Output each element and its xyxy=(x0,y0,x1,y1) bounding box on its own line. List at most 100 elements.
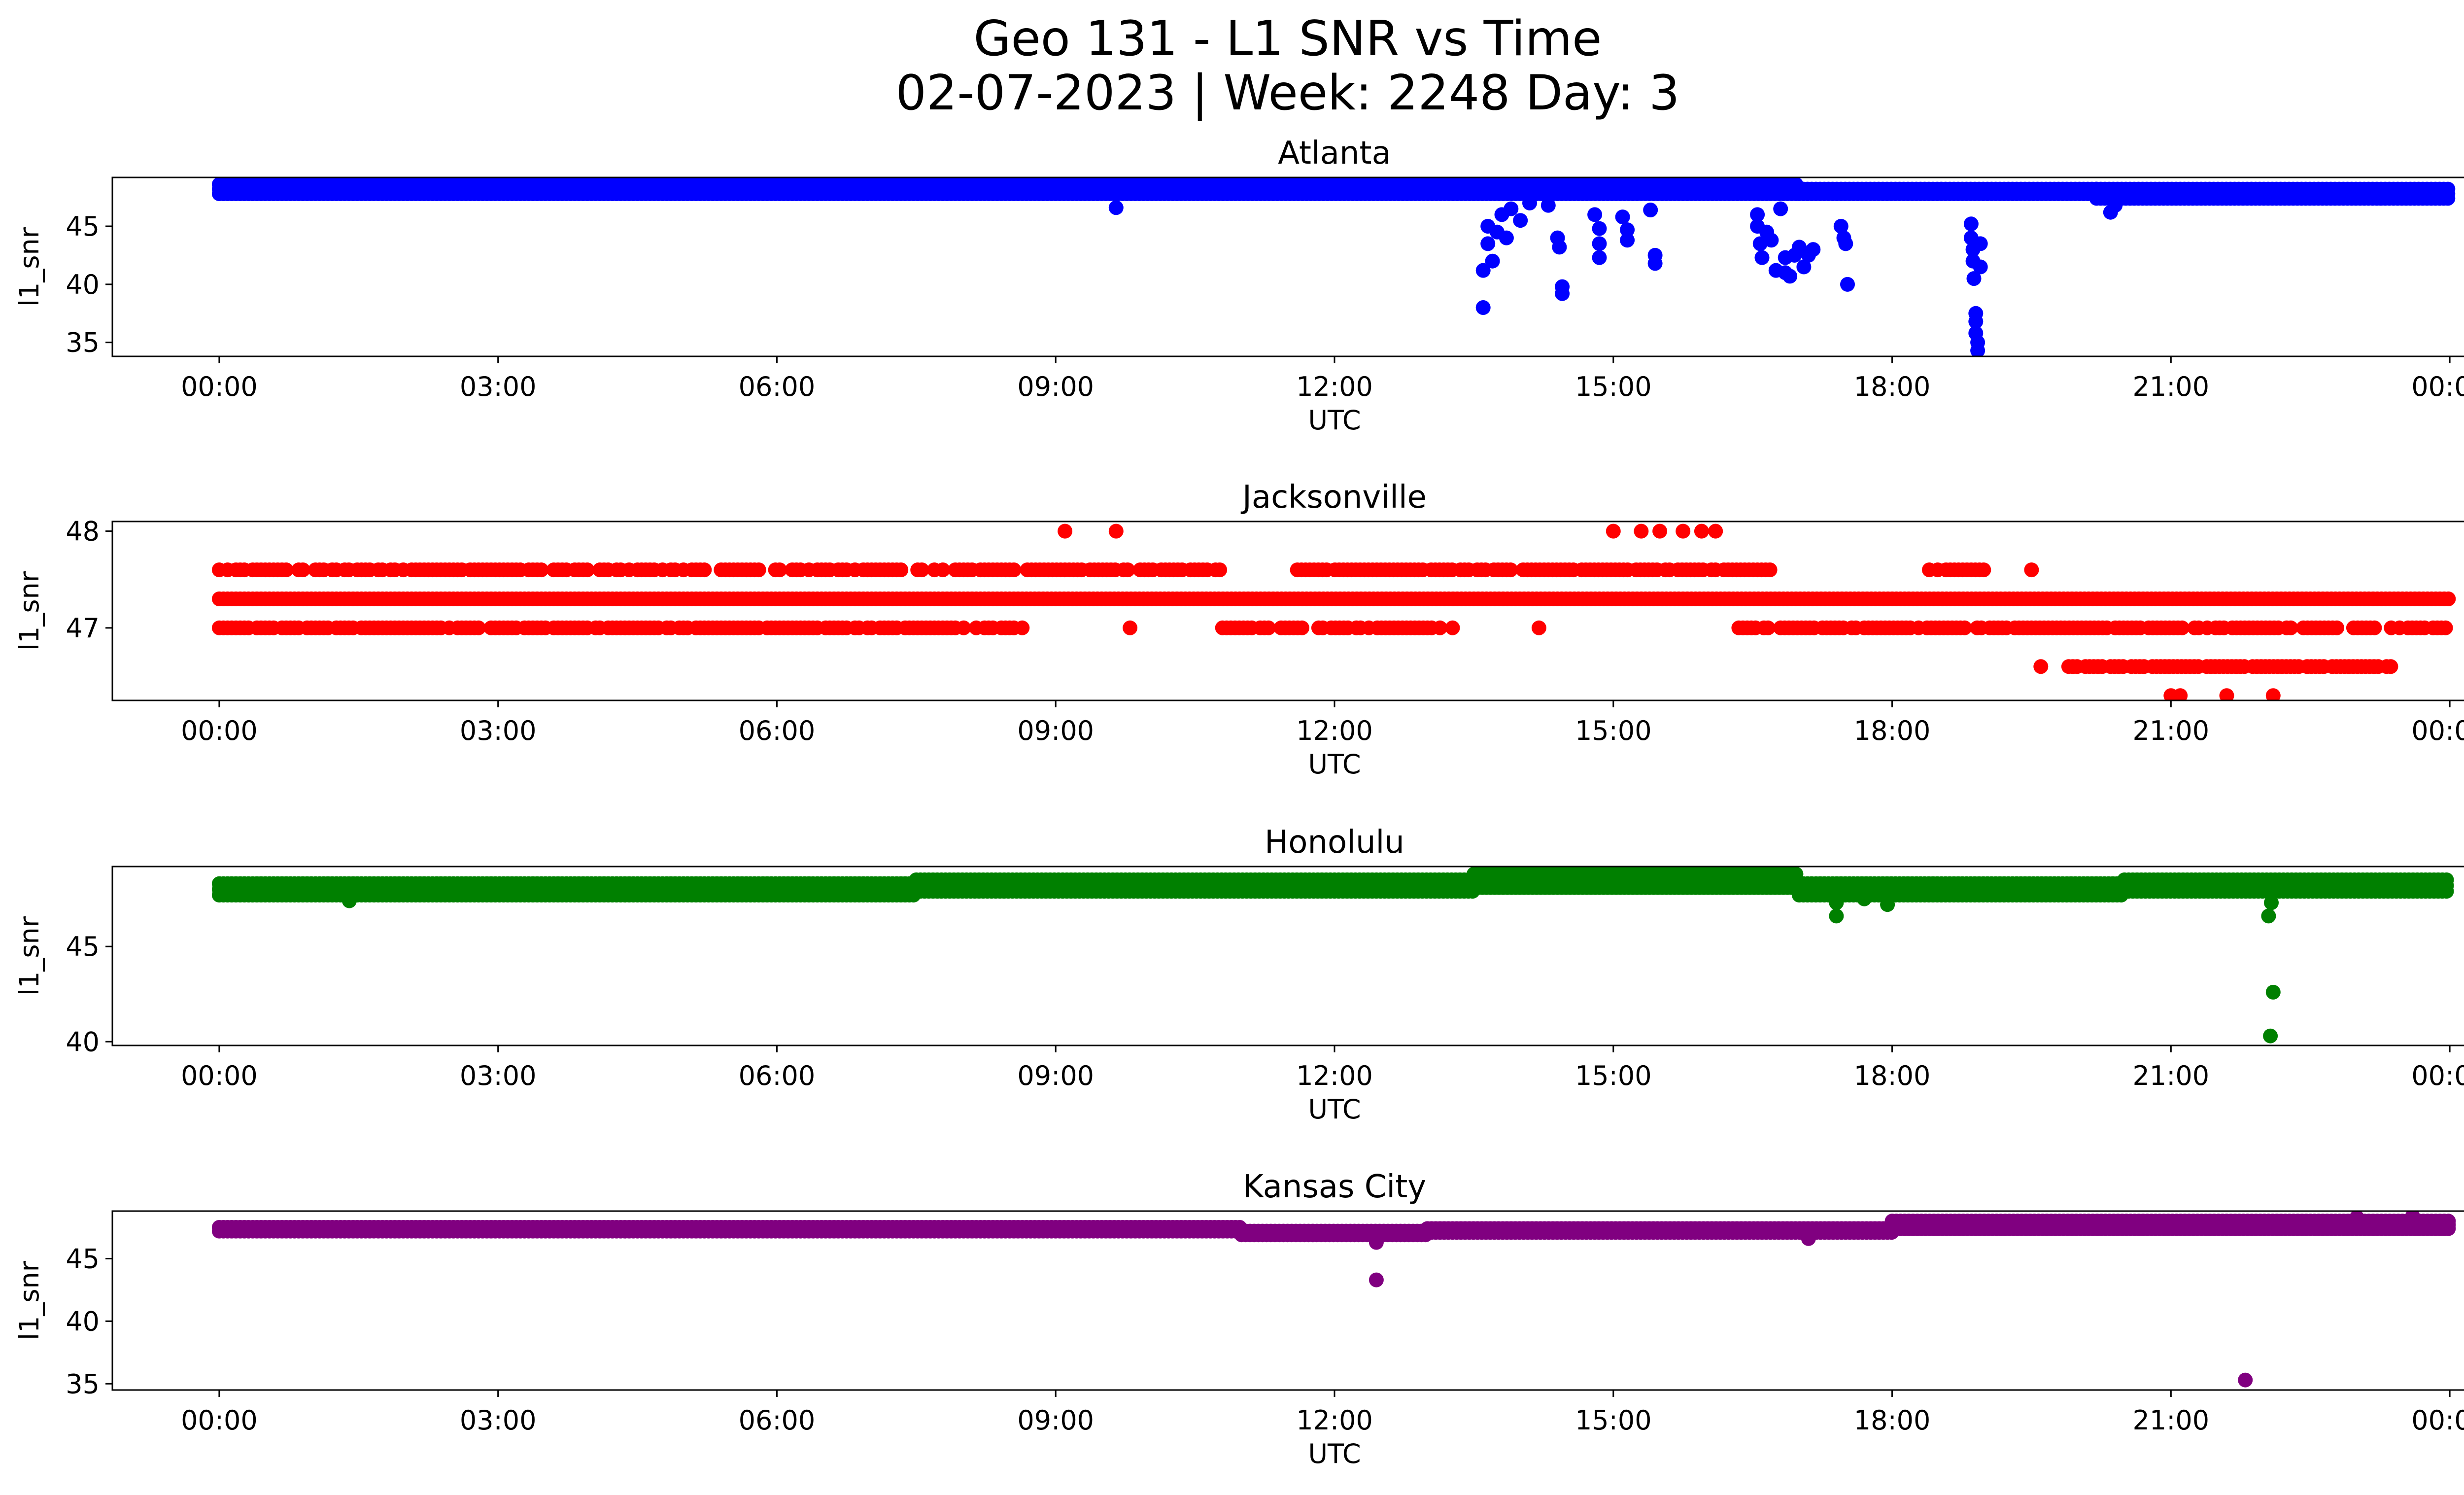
data-point xyxy=(1445,620,1460,635)
y-tick-label: 35 xyxy=(66,327,100,358)
outlier-point xyxy=(1880,897,1895,912)
y-tick-label: 40 xyxy=(66,1026,100,1057)
outlier-point xyxy=(1475,263,1491,278)
outlier-point xyxy=(2108,198,2123,213)
outlier-point xyxy=(1540,198,1556,213)
outlier-point xyxy=(1754,250,1770,265)
outlier-point xyxy=(1694,523,1709,539)
data-point xyxy=(697,562,712,578)
data-point xyxy=(956,620,971,635)
subplot-title: Kansas City xyxy=(1243,1169,1426,1205)
outlier-point xyxy=(1552,240,1567,255)
data-point xyxy=(2438,620,2453,635)
x-tick-label: 21:00 xyxy=(2133,715,2210,746)
data-point xyxy=(2329,620,2344,635)
subplot-title: Atlanta xyxy=(1278,135,1391,172)
outlier-point xyxy=(1973,259,1988,275)
outlier-point xyxy=(1966,271,1982,286)
outlier-point xyxy=(2219,688,2234,700)
data-point xyxy=(2283,620,2298,635)
data-point xyxy=(893,562,909,578)
x-tick-label: 09:00 xyxy=(1017,715,1094,746)
outlier-point xyxy=(342,893,357,908)
scatter-points xyxy=(211,177,2456,356)
data-point xyxy=(914,562,929,578)
suptitle-line2: 02-07-2023 | Week: 2248 Day: 3 xyxy=(896,65,1680,121)
outlier-point xyxy=(1587,207,1603,222)
outlier-point xyxy=(1973,236,1988,251)
data-point xyxy=(1212,562,1228,578)
data-point xyxy=(1006,562,1022,578)
outlier-point xyxy=(1806,242,1821,257)
outlier-point xyxy=(1108,523,1124,539)
outlier-point xyxy=(1829,908,1844,924)
outlier-point xyxy=(1833,219,1848,234)
data-point xyxy=(2440,181,2456,197)
x-tick-label: 00:00 xyxy=(181,1060,258,1091)
subplots-container: Atlanta 00:00 03:00 06:00 09:00 12:00 15:00 18:… xyxy=(14,135,2464,1469)
outlier-point xyxy=(2265,688,2281,700)
outlier-point xyxy=(1773,201,1788,216)
outlier-point xyxy=(1634,523,1649,539)
x-tick-label: 21:00 xyxy=(2133,371,2210,402)
outlier-point xyxy=(2265,984,2281,1000)
data-point xyxy=(1503,562,1518,578)
x-tick-label: 00:00 xyxy=(181,715,258,746)
outlier-point xyxy=(1555,279,1570,294)
x-axis-label: UTC xyxy=(1308,405,1361,436)
data-point xyxy=(2367,620,2382,635)
outlier-point xyxy=(1592,221,1607,236)
outlier-point xyxy=(1840,277,1855,292)
data-point xyxy=(1433,620,1448,635)
y-tick-label: 45 xyxy=(66,931,100,962)
y-tick-label: 48 xyxy=(66,516,100,547)
data-point xyxy=(1261,620,1276,635)
data-point xyxy=(2441,591,2456,606)
x-tick-label: 03:00 xyxy=(460,715,537,746)
x-tick-label: 09:00 xyxy=(1017,1060,1094,1091)
outlier-point xyxy=(1796,259,1812,275)
outlier-point xyxy=(1620,222,1635,238)
data-point xyxy=(580,562,595,578)
x-tick-label: 12:00 xyxy=(1296,1060,1373,1091)
x-tick-label: 00:00 xyxy=(2411,715,2464,746)
data-point xyxy=(471,620,486,635)
outlier-point xyxy=(1764,233,1779,248)
data-point xyxy=(534,562,549,578)
outlier-point xyxy=(2261,908,2276,924)
y-axis-label: l1_snr xyxy=(14,227,45,307)
outlier-point xyxy=(1968,314,1984,329)
data-point xyxy=(751,562,766,578)
x-tick-label: 03:00 xyxy=(460,1060,537,1091)
x-tick-label: 00:00 xyxy=(181,371,258,402)
outlier-point xyxy=(1606,523,1621,539)
outlier-point xyxy=(1782,269,1798,284)
x-tick-label: 15:00 xyxy=(1575,715,1652,746)
outlier-point xyxy=(1592,236,1607,251)
outlier-point xyxy=(1829,895,1844,910)
outlier-point xyxy=(1513,213,1528,228)
outlier-point xyxy=(1615,209,1630,225)
data-point xyxy=(2175,620,2190,635)
x-tick-label: 06:00 xyxy=(739,1060,816,1091)
data-point xyxy=(772,562,787,578)
y-tick-label: 45 xyxy=(66,211,100,242)
subplot-title: Honolulu xyxy=(1265,824,1404,861)
outlier-point xyxy=(2033,659,2049,674)
outlier-point xyxy=(2173,688,2188,700)
outlier-point xyxy=(1108,200,1124,215)
outlier-point xyxy=(1676,523,1691,539)
x-tick-label: 18:00 xyxy=(1854,371,1931,402)
x-tick-label: 12:00 xyxy=(1296,715,1373,746)
outlier-point xyxy=(1058,523,1073,539)
y-axis-label: l1_snr xyxy=(14,916,45,996)
data-point xyxy=(1015,620,1030,635)
outlier-point xyxy=(1752,236,1768,251)
data-point xyxy=(278,562,294,578)
outlier-point xyxy=(1857,891,1872,906)
outlier-point xyxy=(1963,216,1979,232)
scatter-points xyxy=(211,1211,2456,1388)
x-tick-label: 03:00 xyxy=(460,371,537,402)
